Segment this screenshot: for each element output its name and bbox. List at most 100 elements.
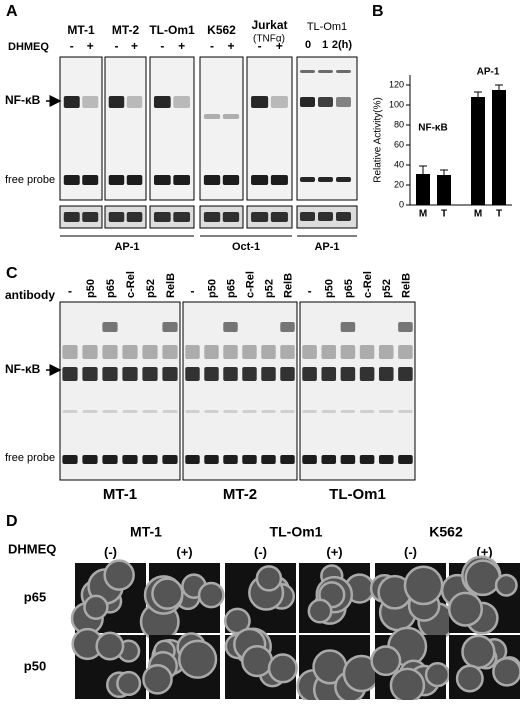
cell [241,644,274,678]
gel-band [223,367,238,381]
gel-band [300,212,315,221]
gel-band [222,212,240,222]
gel-name: Jurkat [251,18,287,32]
gel-band [270,96,288,108]
gel-band [302,455,317,464]
gel-band [302,367,317,381]
gel-band [340,367,356,381]
gel-band [82,455,98,464]
gel-band [321,367,337,381]
gel-band [82,410,98,413]
gel [296,56,358,201]
gel-band [251,212,269,222]
annotation: AP-1 [477,67,500,78]
lane-label: p65 [225,279,237,298]
gel-band [280,322,295,332]
gel-band [142,455,158,464]
gel-band [142,410,158,413]
y-tick-label: 60 [394,139,404,149]
micrograph [440,555,520,635]
gel-band [82,367,98,381]
sign: - [210,39,214,53]
cell [197,581,225,609]
condition-label: (-) [254,544,267,559]
sign: - [70,39,74,53]
control-gel [104,205,147,229]
gel-band [122,410,138,413]
gel-band [185,345,200,359]
lane-label: p52 [263,279,275,298]
error-bar [495,84,503,90]
gel-band [223,410,238,413]
micrograph [449,634,520,699]
gel-band [340,322,356,332]
band-label: NF-κB [5,362,41,376]
gel-name: TL-Om1 [307,21,347,33]
x-tick-label: T [441,209,447,220]
gel-band [280,410,295,413]
gel-band [142,367,158,381]
gel-band [162,410,178,413]
gel-band [102,322,118,332]
control-label: AP-1 [314,241,339,253]
gel-band [398,455,413,464]
lane-label: - [191,284,195,298]
gel-band [270,175,288,185]
gel-band [336,97,351,107]
gel-band [318,177,333,182]
gel-band [261,410,276,413]
lane-label: p50 [324,279,336,298]
gel-band [359,410,375,413]
gel-band [203,175,221,185]
lane-label: - [308,284,312,298]
cell [83,594,109,620]
bar [492,90,506,205]
lane-label: c-Rel [244,271,256,298]
gel-band [300,70,315,73]
micrograph [142,632,220,699]
x-tick-label: T [496,209,502,220]
cell [461,634,496,669]
stain-label: p65 [24,589,46,604]
y-tick-label: 20 [394,179,404,189]
gel-band [302,410,317,413]
gel-band [108,175,125,185]
error-bar [440,169,448,175]
gel-band [359,367,375,381]
gel-band [204,345,219,359]
gel-band [378,345,394,359]
lane-label: p50 [85,279,97,298]
sign: - [114,39,118,53]
bar [416,174,430,205]
gel-band [82,345,98,359]
gel-band [142,345,158,359]
gel-band [122,345,138,359]
panel-label: B [372,3,384,20]
gel-band [300,177,315,182]
condition-label: (+) [176,544,192,559]
stain-label: p50 [24,658,46,673]
gel-band [173,96,191,108]
lane-label: c-Rel [125,271,137,298]
lane-label: p65 [105,279,117,298]
cell [494,573,518,597]
gel-band [336,70,351,73]
cell [455,664,484,693]
gel-band [153,212,171,222]
micrograph [370,626,451,704]
gel-band [82,212,99,222]
gel-name: MT-1 [67,23,95,37]
gel-band [162,367,178,381]
control-label: Oct-1 [232,241,260,253]
gel-band [359,345,375,359]
y-axis-label: Relative Activity(%) [373,97,384,183]
gel-band [321,410,337,413]
gel-band [242,410,257,413]
gel-band [359,455,375,464]
x-tick-label: M [474,209,482,220]
cell [447,591,484,627]
gel-band [185,455,200,464]
control-label: AP-1 [114,241,139,253]
gel-band [261,455,276,464]
gel-band [122,455,138,464]
